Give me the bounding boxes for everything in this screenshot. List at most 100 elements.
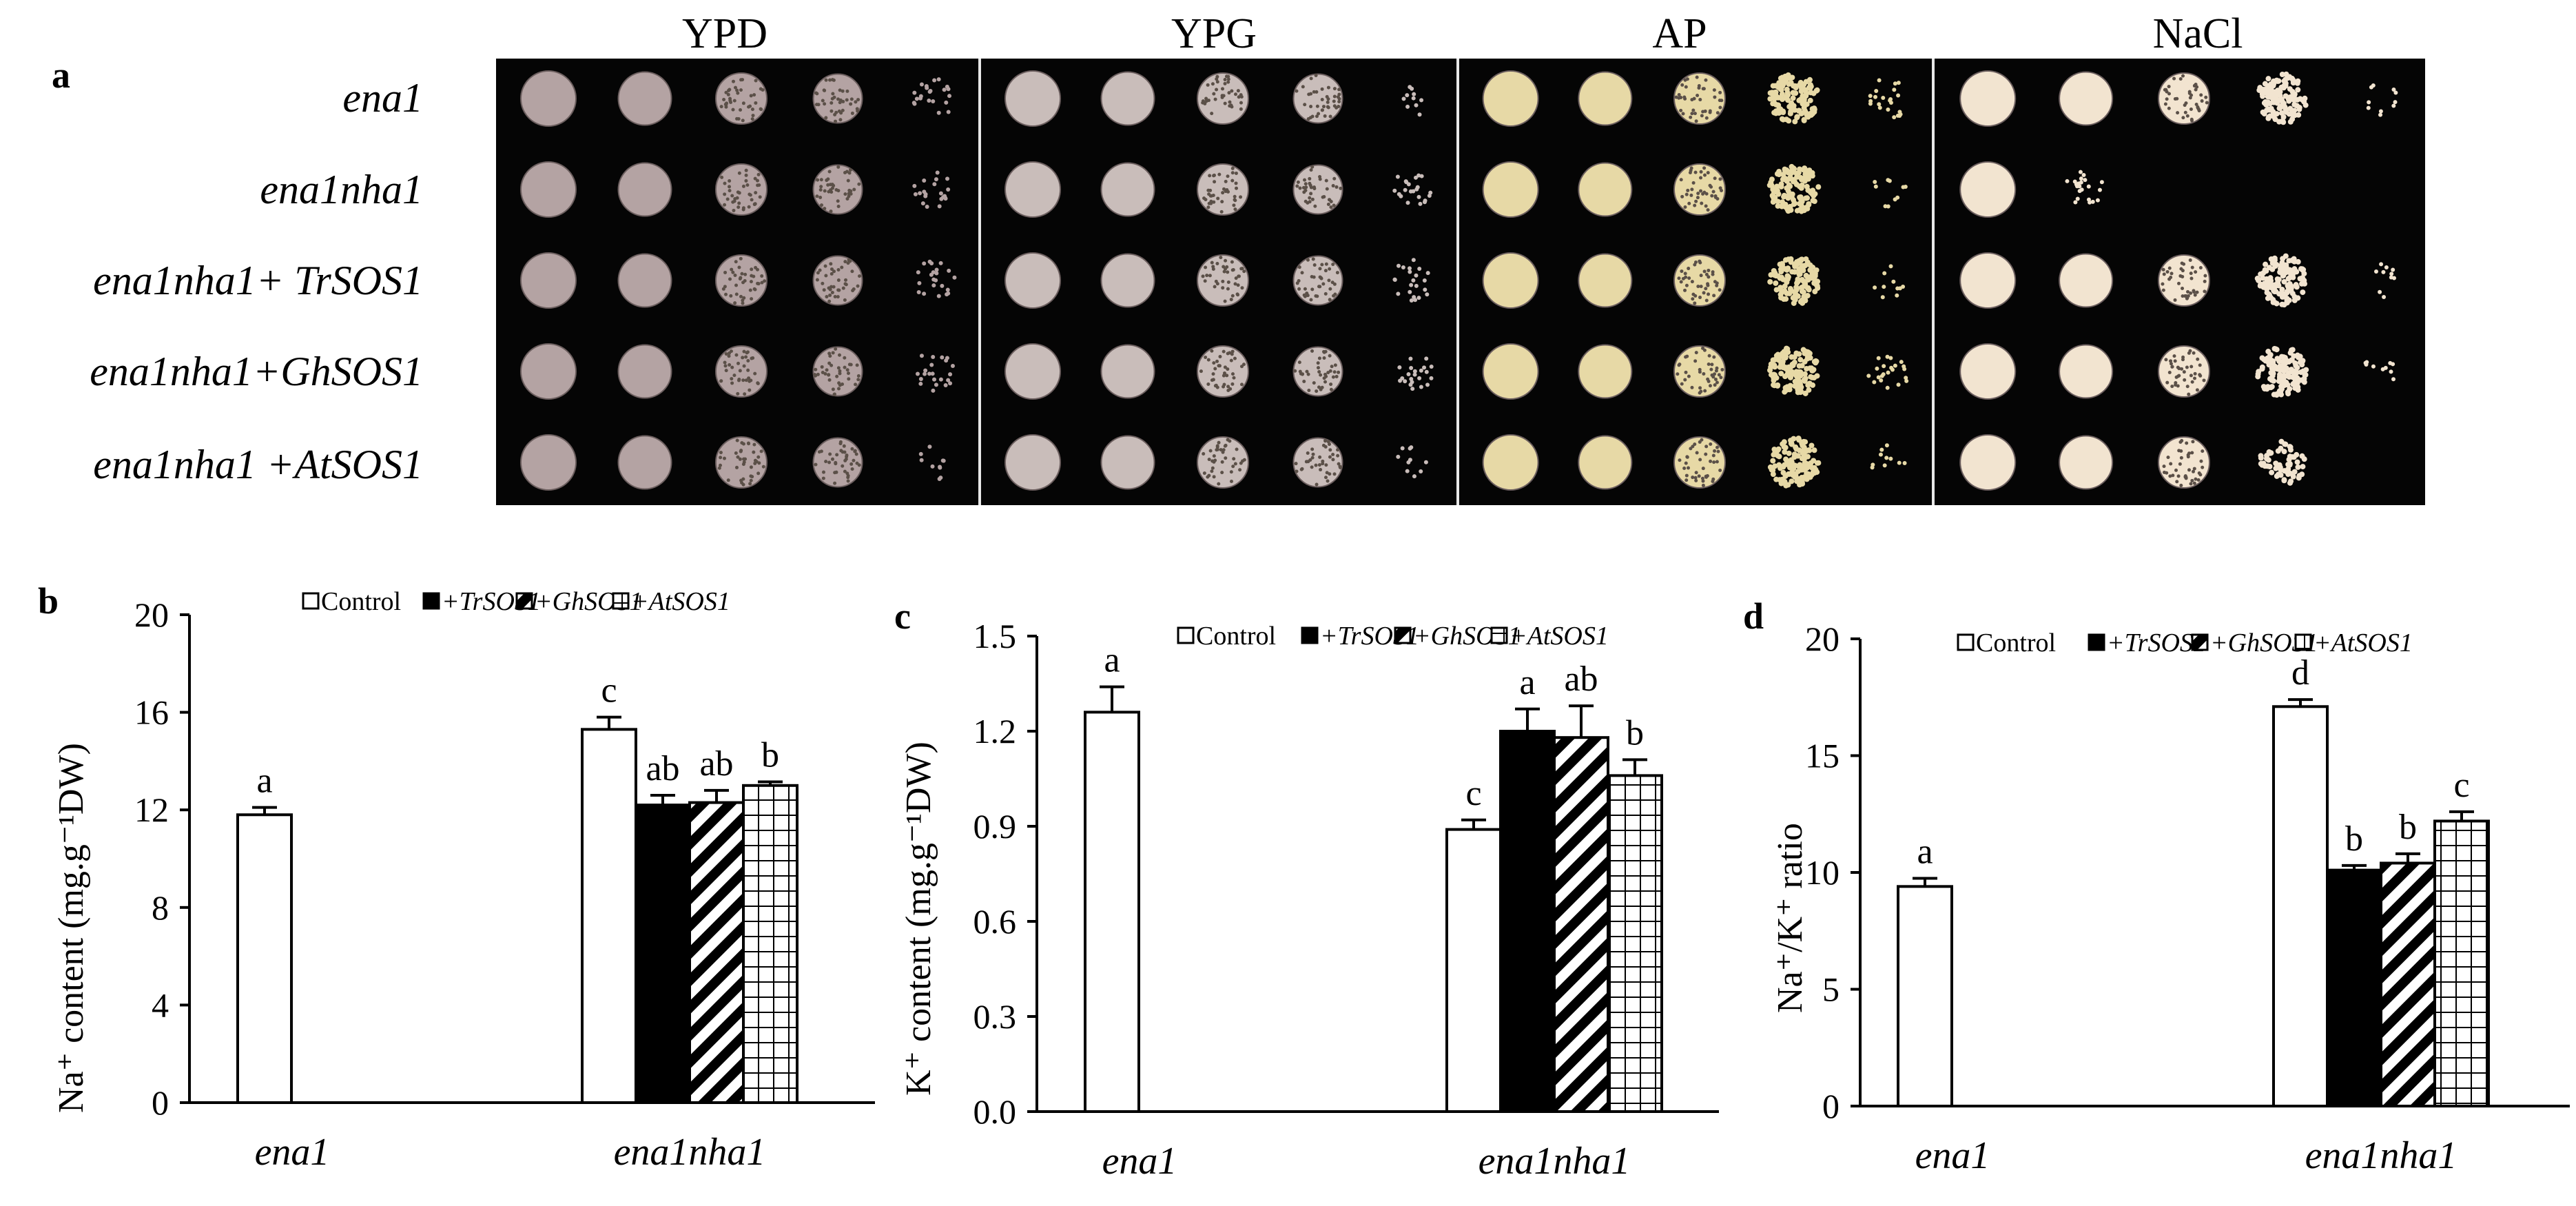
colony-microcolony (1395, 174, 1400, 179)
colony-texture-dot (2203, 279, 2207, 283)
colony-texture-dot (856, 378, 861, 382)
colony-microcolony (1801, 105, 1807, 111)
colony-spot (1482, 252, 1539, 309)
colony-texture-dot (834, 347, 838, 351)
colony-texture-dot (754, 101, 758, 105)
colony-texture-dot (855, 107, 859, 111)
colony-microcolony (1880, 295, 1885, 300)
colony-spot (1004, 70, 1061, 127)
colony-texture-dot (742, 349, 746, 354)
colony-microcolony (2294, 284, 2300, 290)
colony-microcolony (2272, 116, 2278, 123)
colony-texture-dot (1230, 171, 1235, 175)
colony-texture-dot (1335, 271, 1339, 275)
colony-texture-dot (847, 188, 852, 192)
colony-texture-dot (1217, 482, 1221, 486)
strain-label-ena1: ena1 (342, 75, 423, 121)
colony-texture-dot (723, 360, 727, 365)
colony-texture-dot (2179, 267, 2183, 271)
colony-microcolony (2380, 367, 2385, 371)
y-tick-label: 20 (1805, 620, 1840, 658)
colony-texture-dot (846, 479, 850, 483)
colony-texture-dot (1310, 275, 1314, 279)
colony-texture-dot (2201, 449, 2205, 453)
colony-microcolony (931, 270, 936, 275)
colony-texture-dot (843, 298, 847, 302)
colony-texture-dot (1310, 456, 1315, 460)
colony-texture-dot (1329, 382, 1333, 387)
colony-microcolony (2267, 265, 2273, 271)
colony-texture-dot (740, 481, 744, 485)
colony-texture-dot (1212, 361, 1216, 365)
colony-texture-dot (1693, 260, 1698, 265)
significance-letter: ab (646, 749, 679, 788)
colony-microcolony (932, 182, 937, 187)
colony-texture-dot (1218, 355, 1222, 359)
colony-texture-dot (1699, 170, 1703, 174)
colony-texture-dot (1720, 189, 1724, 193)
colony-texture-dot (852, 187, 856, 192)
colony-spot (1959, 252, 2017, 309)
colony-texture-dot (1704, 444, 1709, 449)
colony-microcolony (1416, 194, 1421, 199)
colony-texture-dot (1301, 85, 1305, 89)
colony-texture-dot (1215, 385, 1219, 389)
colony-texture-dot (1687, 276, 1691, 280)
colony-microcolony (2281, 449, 2287, 455)
colony-microcolony (1770, 471, 1776, 478)
colony-spot (715, 163, 767, 216)
colony-texture-dot (739, 276, 743, 280)
colony-texture-dot (2194, 477, 2198, 481)
colony-texture-dot (2170, 365, 2174, 369)
colony-microcolony (1794, 114, 1800, 120)
colony-texture-dot (2202, 378, 2206, 382)
colony-texture-dot (1718, 468, 1722, 472)
colony-texture-dot (1679, 108, 1683, 112)
colony-texture-dot (821, 476, 825, 480)
y-tick-label: 8 (152, 888, 169, 927)
colony-microcolony (2366, 105, 2371, 110)
colony-texture-dot (1223, 267, 1227, 271)
colony-texture-dot (2172, 354, 2176, 358)
colony-texture-dot (1309, 105, 1313, 109)
colony-texture-dot (1306, 451, 1310, 455)
colony-microcolony (2281, 278, 2287, 285)
colony-microcolony (1773, 280, 1779, 286)
colony-texture-dot (842, 444, 846, 448)
colony-texture-dot (748, 288, 752, 292)
colony-texture-dot (1699, 285, 1703, 289)
colony-texture-dot (1694, 119, 1698, 123)
colony-microcolony (1893, 197, 1897, 202)
colony-texture-dot (1226, 287, 1230, 291)
colony-spot (1004, 343, 1061, 400)
colony-spot (520, 252, 577, 309)
colony-texture-dot (1223, 77, 1227, 81)
colony-texture-dot (1711, 190, 1715, 194)
colony-texture-dot (1199, 369, 1203, 374)
colony-microcolony (1809, 374, 1815, 380)
colony-texture-dot (1698, 370, 1702, 374)
colony-microcolony (2300, 464, 2306, 470)
colony-texture-dot (1693, 476, 1698, 480)
colony-texture-dot (739, 78, 743, 82)
colony-texture-dot (2193, 83, 2197, 88)
colony-texture-dot (1713, 383, 1717, 387)
colony-texture-dot (849, 97, 854, 101)
colony-texture-dot (1326, 100, 1330, 104)
colony-microcolony (1405, 93, 1410, 98)
colony-texture-dot (1338, 464, 1342, 469)
colony-texture-dot (825, 295, 829, 299)
colony-texture-dot (1329, 205, 1333, 209)
colony-texture-dot (1210, 349, 1214, 353)
colony-texture-dot (751, 114, 755, 118)
colony-microcolony (2280, 291, 2287, 297)
colony-texture-dot (1687, 267, 1691, 271)
colony-microcolony (1803, 272, 1809, 278)
colony-microcolony (1419, 368, 1423, 373)
colony-microcolony (1803, 256, 1809, 262)
colony-texture-dot (1331, 458, 1335, 462)
colony-texture-dot (1683, 288, 1687, 292)
y-tick-label: 0.3 (973, 997, 1017, 1036)
colony-texture-dot (1232, 376, 1236, 380)
colony-texture-dot (1312, 263, 1317, 267)
